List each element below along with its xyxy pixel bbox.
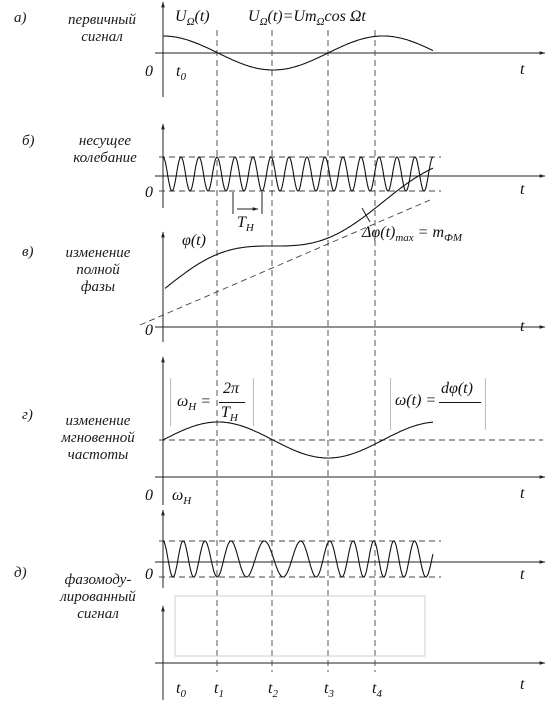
primary-signal-curve <box>163 35 434 71</box>
time-mark-t4: t4 <box>372 680 382 700</box>
panel-e-letter: д) <box>14 565 27 581</box>
axis-zero-c: 0 <box>145 322 153 339</box>
frequency-curve <box>162 421 434 459</box>
panel-a-label: первичный сигнал <box>68 12 136 45</box>
axis-zero-b: 0 <box>145 184 153 201</box>
time-mark-t0: t0 <box>176 680 186 700</box>
delta-phi-label: Δφ(t)max = mФМ <box>362 224 462 244</box>
t-axis-label-e: t <box>520 566 525 583</box>
omega-axis-label: ωH <box>172 487 192 507</box>
u-omega-label: UΩ(t) <box>175 8 210 28</box>
time-mark-t1: t1 <box>214 680 224 700</box>
carrier-period-label: TH <box>237 214 254 234</box>
phi-label: φ(t) <box>182 232 206 249</box>
pm-signal-curve <box>162 540 434 578</box>
u-omega-definition: UΩ(t)=UmΩcos Ωt <box>248 8 366 28</box>
phase-trend-line <box>139 199 431 326</box>
panel-b-label: несущее колебание <box>73 133 137 166</box>
axis-zero-a: 0 <box>145 63 153 80</box>
time-mark-t3: t3 <box>324 680 334 700</box>
carrier-curve <box>162 156 434 192</box>
t0-label-a: t0 <box>176 63 186 83</box>
panel-d-letter: г) <box>22 407 33 423</box>
t-axis-label-b: t <box>520 181 525 198</box>
panel-b-letter: б) <box>22 133 35 149</box>
phase-curve <box>164 167 434 289</box>
omega-h-formula: ωH = 2π TH <box>170 378 254 426</box>
panel-c-letter: в) <box>22 244 34 260</box>
t-axis-label-f: t <box>520 676 525 693</box>
panel-d-label: изменение мгновенной частоты <box>61 413 135 463</box>
panel-c-label: изменение полной фазы <box>65 245 131 295</box>
omega-t-formula: ω(t) = dφ(t) <box>390 378 486 430</box>
panel-a-letter: а) <box>14 10 27 26</box>
empty-signal-box <box>174 595 426 657</box>
t-axis-label-d: t <box>520 485 525 502</box>
panel-e-label: фазомоду- лированный сигнал <box>60 572 136 622</box>
time-mark-t2: t2 <box>268 680 278 700</box>
axis-zero-e: 0 <box>145 566 153 583</box>
t-axis-label-c: t <box>520 318 525 335</box>
t-axis-label-a: t <box>520 61 525 78</box>
axis-zero-d: 0 <box>145 487 153 504</box>
